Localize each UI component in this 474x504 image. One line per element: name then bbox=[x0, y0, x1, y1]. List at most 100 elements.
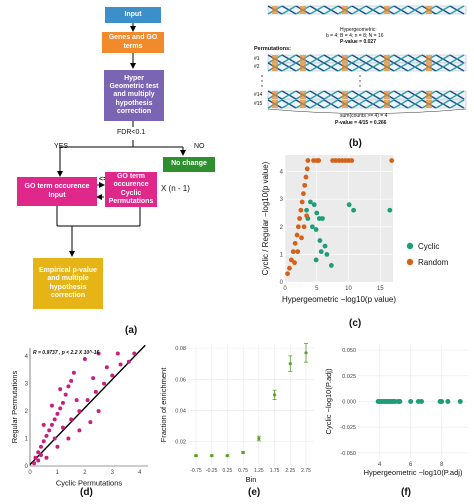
strand-perm-15-helix-b bbox=[393, 99, 409, 109]
strand-perm-14-helix-b bbox=[281, 90, 297, 100]
flow-hypergeom-label: Hyper Geometric test and multiply hypoth… bbox=[109, 75, 159, 115]
strand-reference-helix-b bbox=[435, 5, 451, 15]
strand-perm-1-helix-b bbox=[449, 54, 465, 64]
strand-reference bbox=[267, 5, 467, 15]
flow-no-change-box: No change bbox=[163, 157, 215, 172]
strand-reference-mark bbox=[342, 6, 348, 14]
strand-perm-14-helix-b bbox=[365, 90, 381, 100]
strand-perm-15-mark bbox=[300, 100, 306, 108]
strand-perm-2-helix-b bbox=[393, 62, 409, 72]
strand-perm-2-helix-b bbox=[323, 62, 339, 72]
ellipsis-dot bbox=[261, 85, 263, 87]
strand-perm-1-mark bbox=[272, 55, 278, 63]
perm-row-label-15: #15 bbox=[254, 101, 263, 107]
strand-perm-1-helix-b bbox=[407, 54, 423, 64]
strand-reference-mark bbox=[300, 6, 306, 14]
strand-perm-14-helix-b bbox=[407, 90, 423, 100]
ellipsis-dot bbox=[359, 75, 361, 77]
ellipsis-dot bbox=[261, 75, 263, 77]
strand-perm-15-helix-b bbox=[351, 99, 367, 109]
strand-perm-1-helix-b bbox=[435, 54, 451, 64]
flow-go-input-box: GO term occurence Input bbox=[17, 177, 97, 206]
sum-brace bbox=[267, 108, 467, 114]
hypergeom-line3: P-value = 0.027 bbox=[340, 39, 376, 45]
strand-perm-2-mark bbox=[300, 63, 306, 71]
strand-perm-15-helix-b bbox=[407, 99, 423, 109]
strand-perm-1-helix-b bbox=[309, 54, 325, 64]
flow-go-input-label: GO term occurence Input bbox=[24, 183, 90, 199]
strand-perm-1-mark bbox=[384, 55, 390, 63]
panel-e-label: (e) bbox=[248, 487, 261, 498]
strand-perm-2-mark bbox=[426, 63, 432, 71]
perm-row-label-2: #2 bbox=[254, 64, 260, 70]
strand-perm-1-helix-b bbox=[393, 54, 409, 64]
strand-perm-1-helix-b bbox=[365, 54, 381, 64]
flow-hypergeom-box: Hyper Geometric test and multiply hypoth… bbox=[104, 70, 164, 121]
strand-reference-helix-b bbox=[323, 5, 339, 15]
flow-no-change-label: No change bbox=[171, 160, 207, 168]
strand-perm-15-mark bbox=[272, 100, 278, 108]
strand-perm-14 bbox=[267, 90, 467, 100]
panel-b-label: (b) bbox=[349, 138, 362, 149]
strand-perm-2-helix-b bbox=[407, 62, 423, 72]
strand-perm-2-mark bbox=[342, 63, 348, 71]
flow-le-label: <= bbox=[99, 176, 108, 183]
permutations-title: Permutations: bbox=[254, 46, 291, 52]
strand-perm-15-helix-b bbox=[323, 99, 339, 109]
flow-empirical-label: Empirical p-value and multiple hypothesi… bbox=[39, 267, 97, 299]
flow-genes-box: Genes and GO terms bbox=[102, 32, 164, 53]
perm-row-label-14: #14 bbox=[254, 92, 263, 98]
strand-perm-2 bbox=[267, 62, 467, 72]
ellipsis-dot bbox=[261, 80, 263, 82]
strand-perm-15-helix-b bbox=[449, 99, 465, 109]
strand-perm-14-helix-b bbox=[449, 90, 465, 100]
strand-perm-2-mark bbox=[272, 63, 278, 71]
strand-perm-14-mark bbox=[426, 91, 432, 99]
hypergeom-line1: Hypergeometric: bbox=[340, 27, 377, 33]
strand-perm-1-helix-b bbox=[323, 54, 339, 64]
flow-fdr-label: FDR<0.1 bbox=[117, 129, 146, 136]
strand-reference-mark bbox=[384, 6, 390, 14]
strand-perm-15-helix-b bbox=[435, 99, 451, 109]
flow-genes-label: Genes and GO terms bbox=[108, 34, 158, 50]
flow-yes-label: YES bbox=[54, 143, 69, 150]
strand-reference-helix-b bbox=[281, 5, 297, 15]
flow-input-box: Input bbox=[105, 7, 161, 23]
perm-row-label-1: #1 bbox=[254, 56, 260, 62]
ellipsis-dot bbox=[359, 80, 361, 82]
strand-perm-15-helix-b bbox=[365, 99, 381, 109]
strand-perm-14-helix-b bbox=[351, 90, 367, 100]
panel-f-label: (f) bbox=[401, 487, 411, 498]
strand-reference-helix-b bbox=[393, 5, 409, 15]
strand-reference-mark bbox=[272, 6, 278, 14]
strand-perm-15-helix-b bbox=[309, 99, 325, 109]
strand-reference-helix-b bbox=[449, 5, 465, 15]
panel-d-label: (d) bbox=[80, 487, 93, 498]
strand-perm-14-mark bbox=[342, 91, 348, 99]
strand-perm-14-helix-b bbox=[393, 90, 409, 100]
strand-perm-2-helix-b bbox=[281, 62, 297, 72]
strand-perm-14-mark bbox=[272, 91, 278, 99]
strand-reference-helix-b bbox=[365, 5, 381, 15]
strand-reference-mark bbox=[426, 6, 432, 14]
strand-perm-15-mark bbox=[384, 100, 390, 108]
flow-no-label: NO bbox=[194, 143, 205, 150]
strand-perm-14-helix-b bbox=[435, 90, 451, 100]
flow-empirical-box: Empirical p-value and multiple hypothesi… bbox=[33, 258, 103, 309]
strand-perm-1-mark bbox=[300, 55, 306, 63]
flow-input-label: Input bbox=[124, 10, 142, 18]
strand-perm-14-helix-b bbox=[309, 90, 325, 100]
flow-times-label: X (n - 1) bbox=[161, 184, 190, 193]
strand-perm-1 bbox=[267, 54, 467, 64]
flow-go-cyclic-box: GO term occurence Cyclic Permutations bbox=[105, 172, 157, 207]
strand-perm-15-mark bbox=[342, 100, 348, 108]
strand-perm-1-helix-b bbox=[281, 54, 297, 64]
strand-reference-helix-b bbox=[309, 5, 325, 15]
strand-perm-15-mark bbox=[426, 100, 432, 108]
strand-perm-2-helix-b bbox=[365, 62, 381, 72]
panel-a-label: (a) bbox=[125, 325, 138, 336]
pvalue-line: P-value = 4/15 = 0.266 bbox=[335, 120, 387, 126]
strand-perm-2-helix-b bbox=[351, 62, 367, 72]
